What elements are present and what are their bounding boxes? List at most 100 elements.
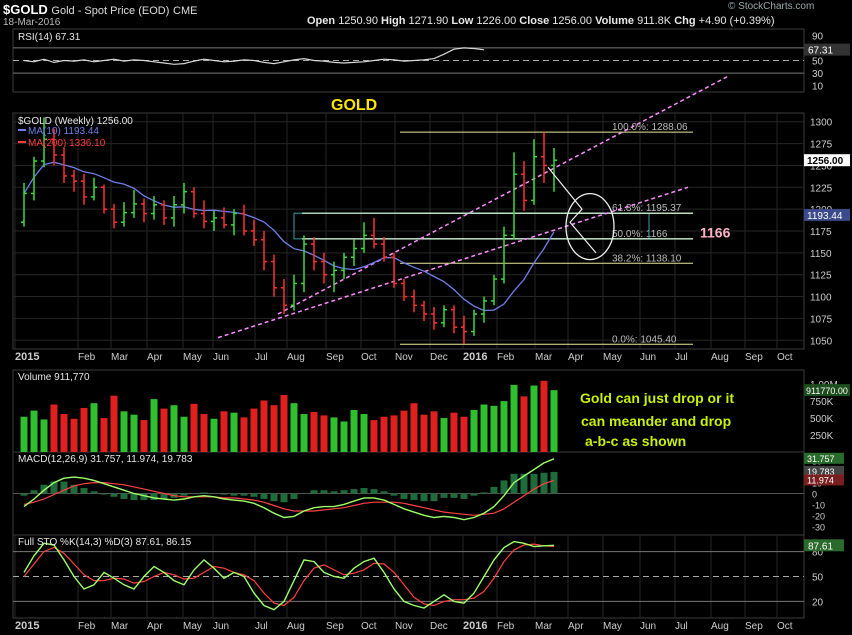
legend-entry: MA(10) 1193.44 — [28, 126, 99, 137]
fib-label: 38.2%: 1138.10 — [612, 253, 682, 264]
chart-note-line: can meander and drop — [581, 413, 731, 429]
macd-histogram-bar — [350, 489, 358, 494]
x-tick-label: Jul — [675, 352, 688, 363]
macd-histogram-bar — [460, 493, 468, 499]
volume-bar — [310, 411, 318, 452]
macd-y-label: -10 — [812, 500, 825, 510]
volume-bar — [280, 395, 288, 452]
macd-badge-bg — [804, 452, 844, 464]
macd-histogram-bar — [370, 489, 378, 494]
x-tick-label: Sep — [326, 352, 344, 363]
volume-bar — [80, 407, 88, 452]
x-tick-label-bottom: Mar — [111, 621, 129, 632]
x-tick-label: 2015 — [15, 351, 39, 363]
volume-badge: 911770.00 — [806, 386, 848, 396]
sto-y-label: 80 — [812, 548, 824, 559]
ohlc-summary: Open 1250.90 High 1271.90 Low 1226.00 Cl… — [307, 15, 775, 27]
low-value: 1226.00 — [476, 15, 517, 27]
x-tick-label: Jun — [213, 352, 229, 363]
volume-bar — [60, 414, 68, 452]
macd-histogram-bar — [470, 493, 478, 496]
chart-date: 18-Mar-2016 — [3, 17, 61, 28]
volume-bar — [290, 403, 298, 452]
volume-bar — [520, 396, 528, 452]
x-tick-label-bottom: Jun — [213, 621, 229, 632]
chart-note-line: Gold can just drop or it — [580, 390, 734, 406]
x-tick-label: Apr — [568, 352, 584, 363]
macd-histogram-bar — [120, 493, 128, 499]
macd-histogram-bar — [60, 481, 68, 494]
price-title: $GOLD (Weekly) 1256.00 — [18, 116, 133, 127]
x-tick-label: Feb — [497, 352, 515, 363]
volume-bar — [70, 418, 78, 452]
x-tick-label-bottom: Aug — [711, 621, 729, 632]
volume-bar — [160, 408, 168, 452]
fib-label: 50.0%: 1166 — [612, 229, 668, 240]
abc-target-ellipse — [565, 192, 615, 261]
x-tick-label: Jul — [255, 352, 268, 363]
macd-histogram-bar — [100, 493, 108, 495]
macd-histogram-bar — [500, 480, 508, 494]
volume-bar — [410, 403, 418, 452]
price-y-label: 1075 — [810, 314, 833, 325]
macd-histogram-bar — [90, 491, 98, 494]
volume-bar — [400, 410, 408, 452]
rsi-title: RSI(14) 67.31 — [18, 32, 81, 43]
x-tick-label-bottom: May — [603, 621, 622, 632]
x-tick-label: Aug — [711, 352, 729, 363]
volume-bar — [360, 414, 368, 452]
x-tick-label-bottom: Feb — [497, 621, 515, 632]
x-tick-label-bottom: Oct — [361, 621, 377, 632]
macd-histogram-bar — [550, 471, 558, 494]
x-tick-label: Apr — [147, 352, 163, 363]
macd-histogram-bar — [130, 493, 138, 501]
volume-bar — [260, 400, 268, 452]
volume-bar — [270, 405, 278, 452]
x-tick-label-bottom: Aug — [287, 621, 305, 632]
volume-bar — [140, 420, 148, 452]
macd-histogram-bar — [480, 492, 488, 494]
symbol: $GOLD — [3, 2, 48, 17]
sto-badge-bg — [804, 539, 844, 552]
volume-bar — [500, 401, 508, 452]
volume-bar — [130, 414, 138, 452]
volume-bar — [350, 409, 358, 452]
sto-title: Full STO %K(14,3) %D(3) 87.61, 86.15 — [18, 537, 192, 548]
macd-histogram-bar — [200, 492, 208, 494]
volume-badge-bg — [804, 384, 850, 397]
macd-histogram-bar — [270, 493, 278, 502]
abc-projection-path — [547, 166, 597, 254]
macd-histogram-bar — [450, 493, 458, 498]
x-tick-label-bottom: Jul — [675, 621, 688, 632]
volume-bar — [20, 416, 28, 452]
x-tick-label-bottom: Apr — [568, 621, 584, 632]
sto-badge: 87.61 — [808, 541, 833, 552]
price-y-label: 1225 — [810, 183, 833, 194]
macd-signal-line — [23, 479, 555, 516]
volume-bar — [230, 412, 238, 452]
volume-bar — [110, 395, 118, 452]
volume-bar — [430, 411, 438, 452]
volume-bar — [420, 414, 428, 452]
volume-bar — [370, 420, 378, 452]
macd-histogram-bar — [240, 493, 248, 496]
x-tick-label: Dec — [430, 352, 448, 363]
macd-histogram-bar — [110, 493, 118, 497]
price-y-label: 1300 — [810, 118, 833, 129]
x-tick-label-bottom: Sep — [326, 621, 344, 632]
close-value: 1256.00 — [552, 15, 593, 27]
x-tick-label: Jun — [640, 352, 656, 363]
fib-label: 100.0%: 1288.06 — [612, 122, 688, 133]
volume-bar — [330, 417, 338, 452]
volume-bar — [510, 384, 518, 452]
macd-line — [23, 458, 555, 521]
price-y-label: 1175 — [810, 227, 832, 238]
x-tick-label: Aug — [287, 352, 305, 363]
macd-histogram-bar — [40, 484, 48, 494]
rsi-line — [23, 47, 485, 65]
x-tick-label-bottom: Sep — [745, 621, 763, 632]
x-tick-label-bottom: Feb — [78, 621, 96, 632]
ma-badge: 1193.44 — [807, 211, 843, 222]
volume-bar — [340, 421, 348, 452]
